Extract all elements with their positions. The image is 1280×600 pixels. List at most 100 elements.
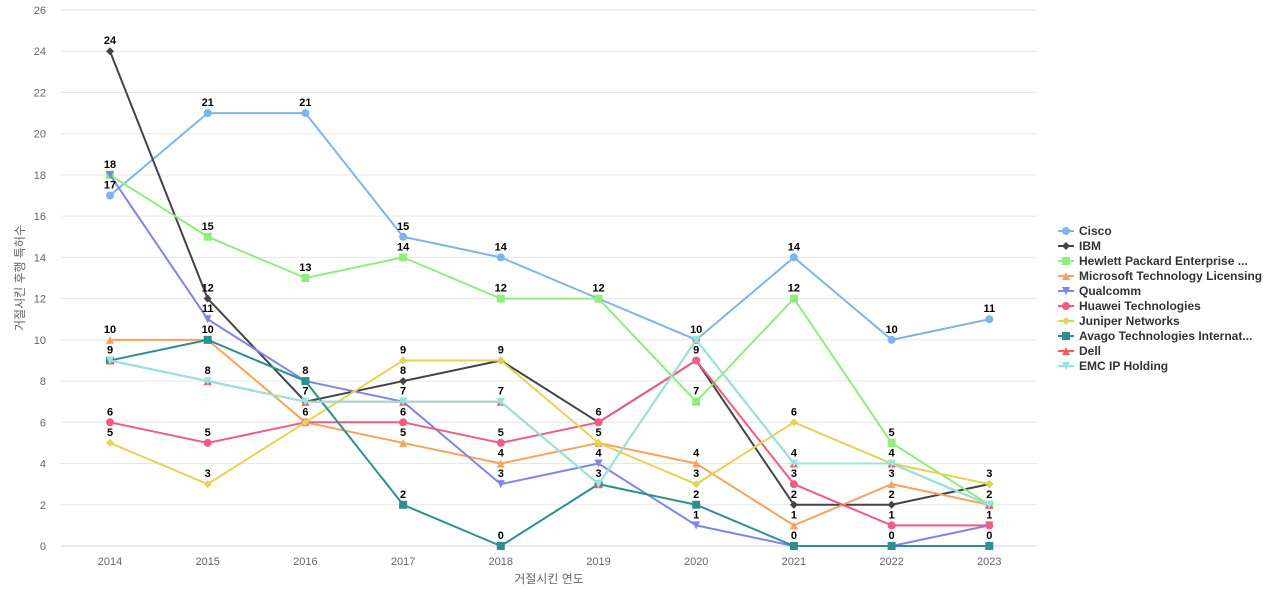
data-point	[985, 500, 994, 509]
data-point	[106, 191, 114, 200]
legend-item[interactable]: EMC IP Holding	[1058, 359, 1168, 373]
legend-symbol	[1062, 272, 1070, 280]
data-label: 0	[791, 530, 797, 542]
series-line	[109, 112, 990, 341]
legend-symbol	[1062, 332, 1070, 340]
x-tick-label: 2023	[977, 556, 1001, 568]
data-label: 14	[495, 241, 508, 253]
data-point	[399, 356, 408, 365]
data-point	[301, 418, 310, 427]
data-label: 9	[693, 344, 699, 356]
data-point	[203, 294, 212, 303]
data-label: 14	[788, 241, 801, 253]
legend-symbol	[1062, 227, 1070, 235]
legend-item[interactable]: Dell	[1058, 344, 1101, 358]
data-label: 10	[104, 324, 116, 336]
data-label: 7	[693, 386, 699, 398]
legend-item[interactable]: Huawei Technologies	[1058, 299, 1201, 313]
data-point	[887, 438, 896, 447]
data-point	[496, 459, 505, 468]
data-label: 10	[202, 324, 214, 336]
data-point	[692, 335, 701, 344]
legend-symbol	[1062, 302, 1070, 310]
data-point	[301, 377, 310, 386]
data-point	[106, 47, 114, 56]
data-label: 15	[397, 221, 409, 233]
legend-item[interactable]: Juniper Networks	[1058, 314, 1180, 328]
data-point	[106, 335, 114, 344]
data-point	[399, 232, 408, 241]
data-point	[496, 253, 505, 262]
data-label: 5	[107, 427, 113, 439]
data-point	[985, 542, 994, 550]
data-label: 6	[302, 406, 308, 418]
legend-label: Avago Technologies Internat...	[1079, 329, 1252, 343]
legend-symbol	[1062, 242, 1070, 250]
series-qualcomm	[106, 170, 994, 550]
y-tick-label: 8	[40, 376, 46, 388]
data-label: 2	[986, 489, 992, 501]
data-point	[692, 480, 701, 489]
data-point	[399, 500, 408, 509]
x-tick-label: 2017	[391, 556, 415, 568]
data-label: 21	[299, 97, 311, 109]
y-tick-label: 4	[40, 459, 46, 471]
data-label: 4	[889, 448, 896, 460]
data-label: 7	[400, 386, 406, 398]
data-point	[594, 294, 603, 303]
data-label: 5	[595, 427, 601, 439]
data-point	[203, 315, 212, 324]
legend-item[interactable]: Avago Technologies Internat...	[1058, 329, 1252, 343]
data-label: 0	[498, 530, 504, 542]
data-label: 14	[397, 241, 410, 253]
y-axis-title: 거절시킨 후행 특허수	[12, 225, 27, 331]
x-tick-label: 2015	[195, 556, 219, 568]
x-axis-title: 거절시킨 연도	[514, 572, 584, 586]
data-label: 6	[107, 406, 113, 418]
series-line	[109, 174, 990, 547]
legend-label: Microsoft Technology Licensing	[1079, 269, 1262, 283]
data-point	[887, 521, 896, 530]
legend-item[interactable]: IBM	[1058, 239, 1101, 253]
y-tick-label: 18	[34, 170, 46, 182]
data-label: 2	[889, 489, 895, 501]
data-label: 12	[788, 283, 800, 295]
legend-label: Huawei Technologies	[1079, 299, 1201, 313]
data-point	[301, 109, 310, 118]
legend-label: IBM	[1079, 239, 1101, 253]
data-label: 0	[986, 530, 992, 542]
data-label: 8	[205, 365, 211, 377]
data-point	[985, 315, 994, 324]
data-point	[496, 356, 505, 365]
legend-item[interactable]: Qualcomm	[1058, 284, 1141, 298]
data-label: 4	[595, 448, 602, 460]
data-point	[692, 459, 701, 468]
data-label: 11	[983, 303, 995, 315]
data-point	[887, 459, 896, 468]
legend-item[interactable]: Cisco	[1058, 224, 1112, 238]
data-point	[203, 109, 212, 118]
data-point	[399, 253, 408, 262]
data-label: 5	[889, 427, 895, 439]
series-line	[109, 338, 990, 506]
legend-item[interactable]: Hewlett Packard Enterprise ...	[1058, 254, 1248, 268]
data-label: 12	[495, 283, 507, 295]
data-label: 9	[498, 344, 504, 356]
data-point	[203, 438, 212, 447]
x-tick-label: 2016	[293, 556, 317, 568]
data-point	[985, 480, 994, 489]
data-label: 3	[986, 468, 992, 480]
data-label: 3	[205, 468, 211, 480]
data-point	[789, 294, 798, 303]
data-point	[789, 521, 798, 530]
legend-label: Dell	[1079, 344, 1101, 358]
data-point	[789, 500, 798, 509]
data-label: 15	[202, 221, 214, 233]
data-label: 13	[299, 262, 311, 274]
data-point	[203, 377, 212, 386]
data-label: 8	[302, 365, 308, 377]
data-label: 3	[595, 468, 601, 480]
legend-item[interactable]: Microsoft Technology Licensing	[1058, 269, 1262, 283]
data-label: 5	[498, 427, 504, 439]
data-point	[496, 438, 505, 447]
